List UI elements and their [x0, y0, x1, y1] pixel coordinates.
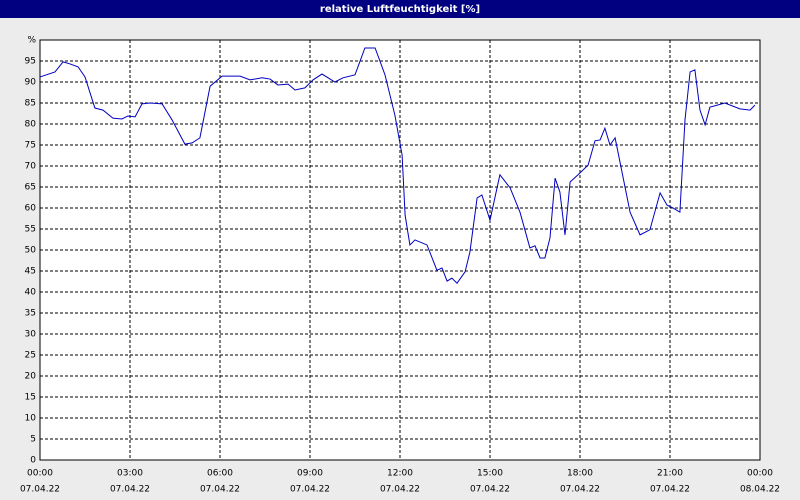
x-tick-date: 07.04.22: [20, 485, 60, 495]
y-tick-label: 50: [25, 246, 37, 256]
title-bar: [0, 0, 800, 18]
y-tick-label: 10: [25, 414, 37, 424]
x-tick-label: 06:00: [207, 469, 233, 479]
y-tick-label: 75: [25, 141, 36, 151]
x-tick-label: 18:00: [567, 469, 593, 479]
y-tick-label: 90: [25, 78, 37, 88]
x-tick-label: 09:00: [297, 469, 323, 479]
x-tick-label: 15:00: [477, 469, 503, 479]
x-tick-label: 12:00: [387, 469, 413, 479]
y-tick-label: 25: [25, 351, 36, 361]
data-line: [39, 47, 756, 284]
x-tick-date: 07.04.22: [200, 485, 240, 495]
x-tick-date: 07.04.22: [380, 485, 420, 495]
y-tick-label: 95: [25, 57, 36, 67]
x-tick-label: 03:00: [117, 469, 143, 479]
y-tick-label: 70: [25, 162, 37, 172]
y-tick-label: 5: [30, 435, 36, 445]
x-tick-label: 00:00: [747, 469, 773, 479]
y-tick-label: 80: [25, 120, 37, 130]
y-tick-label: 85: [25, 99, 36, 109]
y-tick-label: 20: [25, 372, 37, 382]
x-tick-date: 07.04.22: [110, 485, 150, 495]
y-tick-label: 65: [25, 183, 36, 193]
chart-title: relative Luftfeuchtigkeit [%]: [320, 4, 480, 15]
plot-border: [39, 39, 761, 461]
y-tick-label: 40: [25, 288, 37, 298]
y-tick-label: 55: [25, 225, 36, 235]
y-tick-label: 30: [25, 330, 37, 340]
y-tick-label: %: [27, 36, 36, 46]
x-tick-label: 00:00: [27, 469, 53, 479]
y-tick-label: 15: [25, 393, 36, 403]
y-tick-label: 0: [30, 456, 36, 466]
x-tick-date: 07.04.22: [560, 485, 600, 495]
y-tick-label: 45: [25, 267, 36, 277]
x-tick-label: 21:00: [657, 469, 683, 479]
y-tick-label: 35: [25, 309, 36, 319]
x-tick-date: 07.04.22: [290, 485, 330, 495]
x-tick-date: 07.04.22: [470, 485, 510, 495]
x-tick-date: 07.04.22: [650, 485, 690, 495]
y-tick-label: 60: [25, 204, 37, 214]
x-tick-date: 08.04.22: [740, 485, 780, 495]
